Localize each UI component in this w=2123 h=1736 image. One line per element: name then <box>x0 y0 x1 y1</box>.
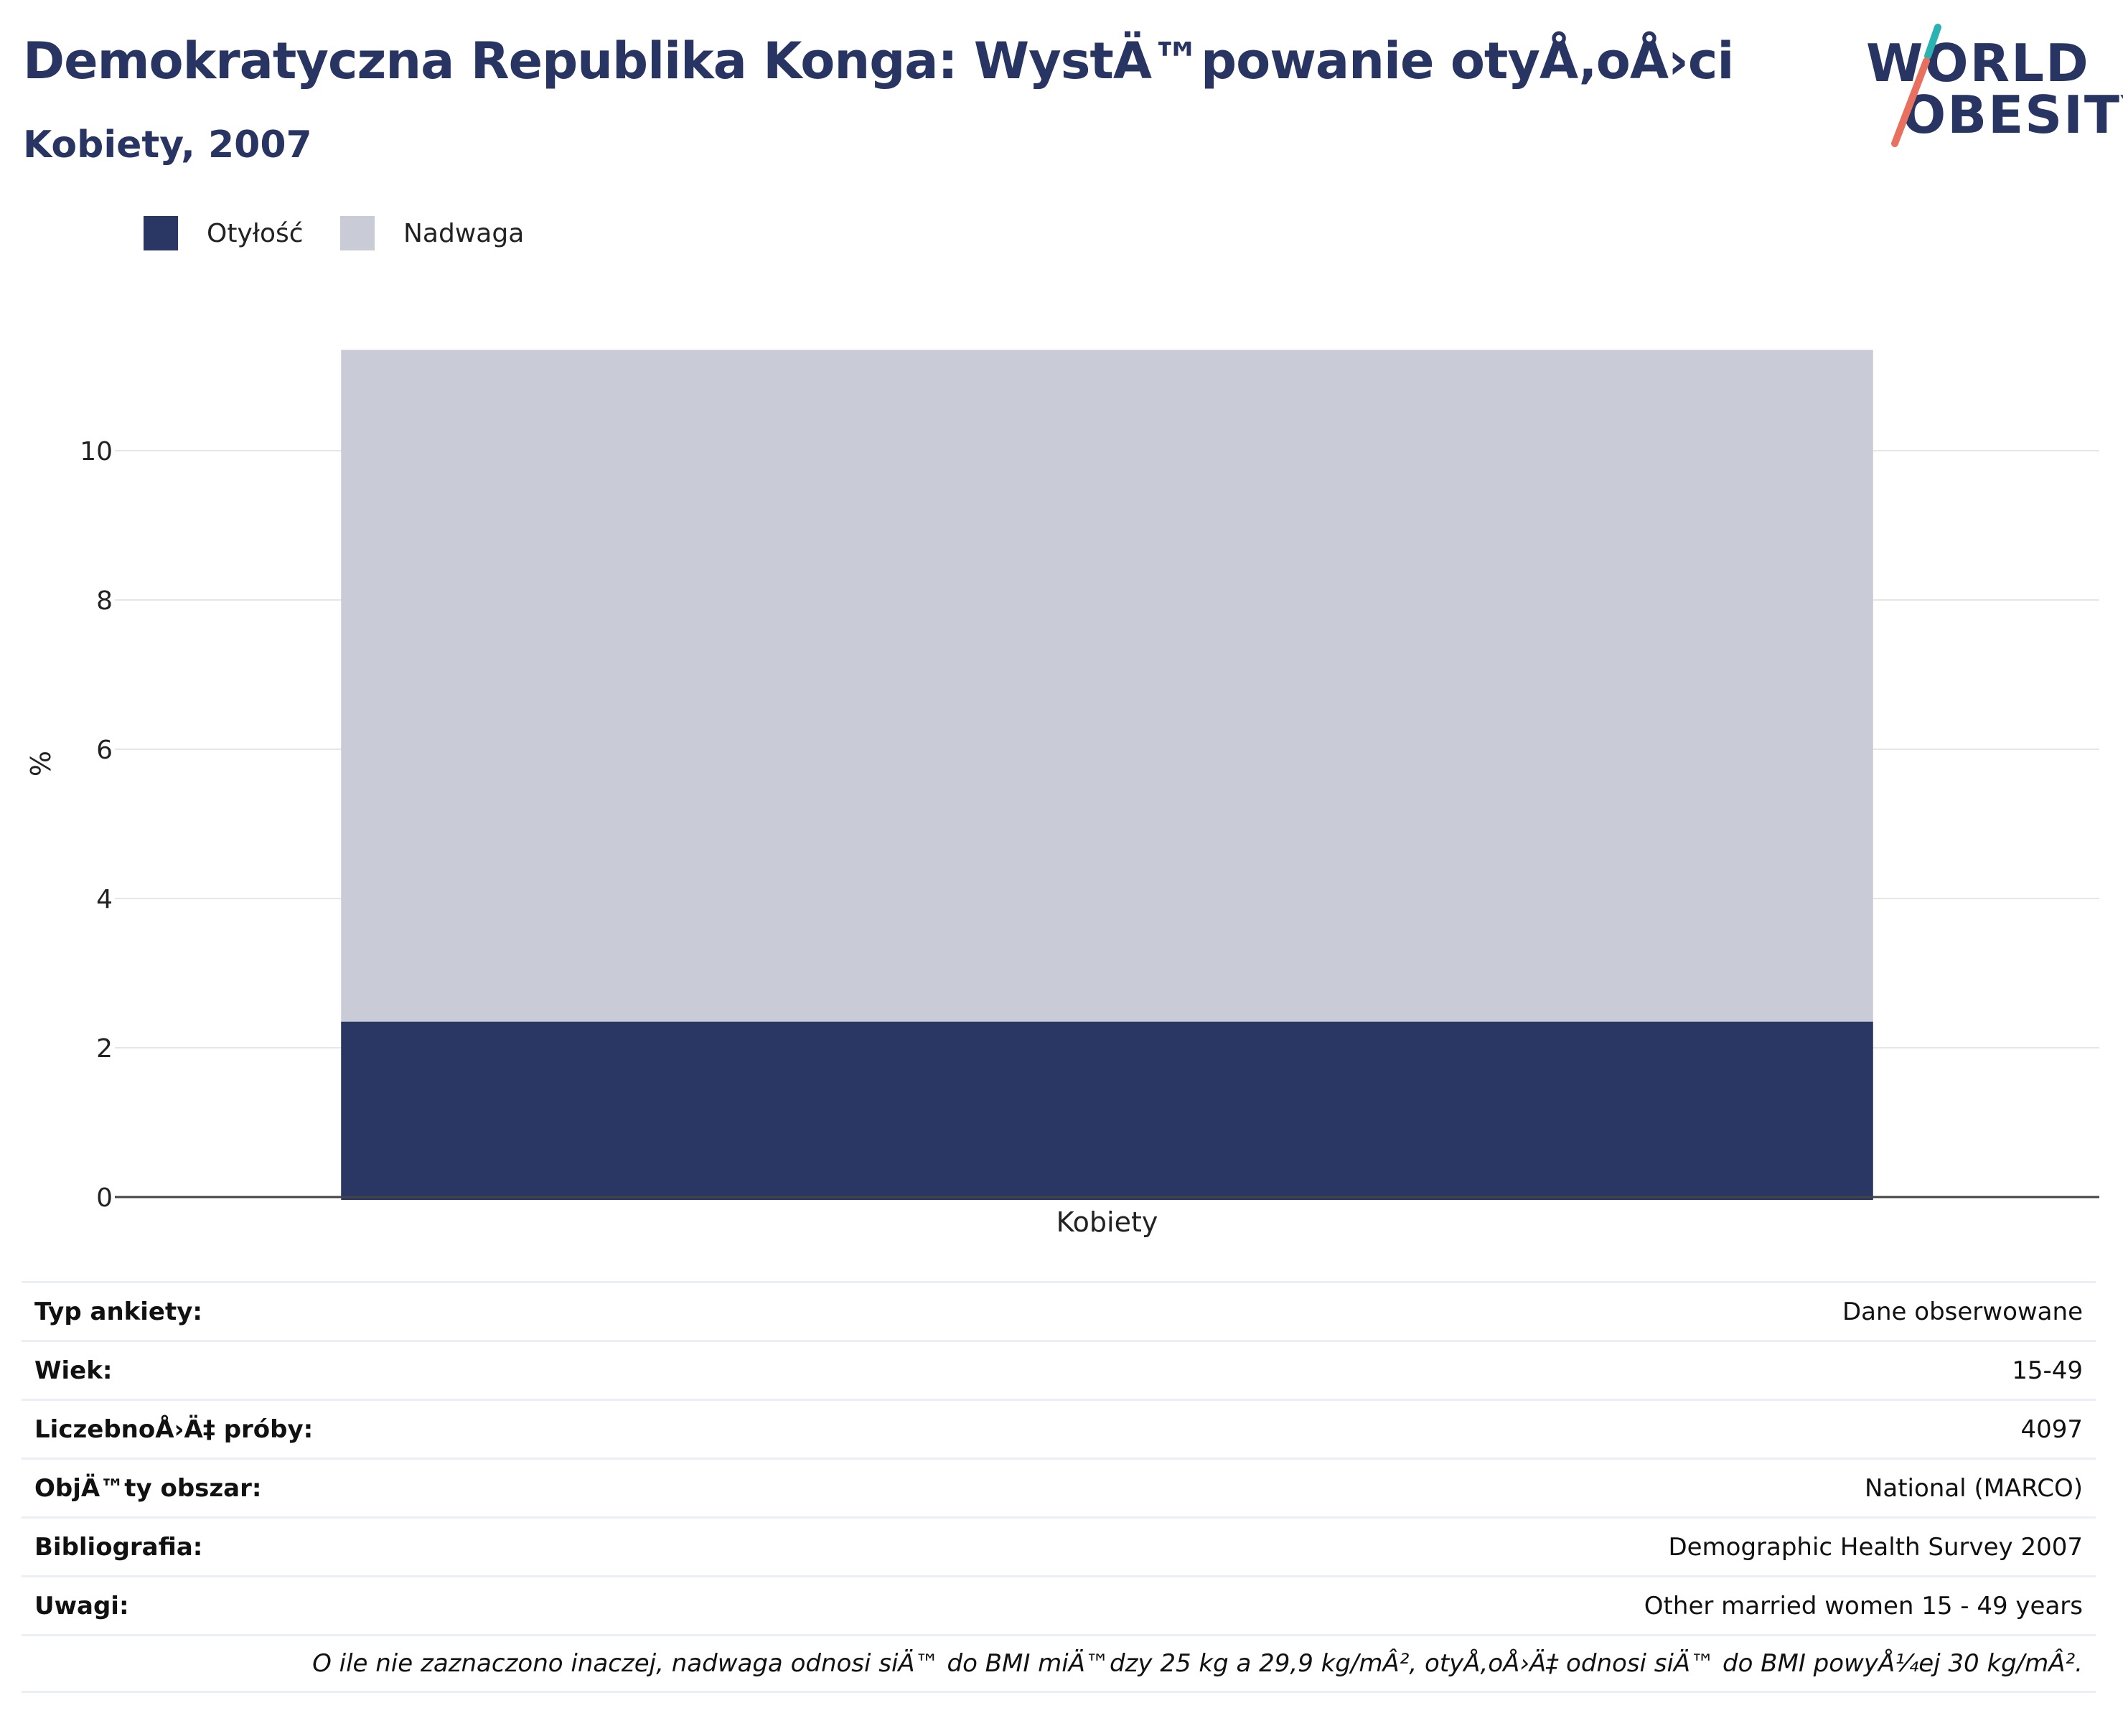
info-row-age: Wiek: 15-49 <box>22 1340 2096 1399</box>
y-tick-label: 0 <box>96 1183 113 1213</box>
chart-subtitle: Kobiety, 2007 <box>23 123 312 166</box>
info-value: Demographic Health Survey 2007 <box>1668 1532 2083 1562</box>
stacked-bar-chart: 0 2 4 6 8 10% Kobiety <box>25 349 2099 1238</box>
info-row-area-covered: ObjÄ™ty obszar: National (MARCO) <box>22 1458 2096 1516</box>
x-tick-label: Kobiety <box>1056 1206 1158 1238</box>
info-value: 15-49 <box>2012 1356 2083 1385</box>
info-label: Typ ankiety: <box>34 1297 202 1326</box>
logo-word-world: WORLD <box>1866 33 2090 93</box>
info-value: National (MARCO) <box>1864 1473 2083 1503</box>
info-row-bibliography: Bibliografia: Demographic Health Survey … <box>22 1516 2096 1575</box>
info-value: Other married women 15 - 49 years <box>1644 1591 2083 1620</box>
info-value: 4097 <box>2020 1414 2083 1444</box>
y-tick-label: 6 <box>96 736 113 765</box>
y-tick-label: 10 <box>80 437 113 466</box>
info-label: Wiek: <box>34 1356 113 1385</box>
logo-slash-icon <box>1891 24 1941 147</box>
legend-label-obesity: Otyłość <box>207 218 304 248</box>
bar-segment-overweight <box>341 349 1873 1022</box>
y-axis-label: % <box>25 751 57 776</box>
logo-word-obesity: OBESITY <box>1902 85 2123 145</box>
info-row-notes: Uwagi: Other married women 15 - 49 years <box>22 1575 2096 1634</box>
info-row-survey-type: Typ ankiety: Dane obserwowane <box>22 1281 2096 1340</box>
info-value: Dane obserwowane <box>1842 1297 2083 1326</box>
info-label: LiczebnoÅ›Ä‡ próby: <box>34 1414 314 1444</box>
y-tick-label: 2 <box>96 1034 113 1064</box>
info-label: Uwagi: <box>34 1591 129 1620</box>
survey-info-table: Typ ankiety: Dane obserwowane Wiek: 15-4… <box>22 1281 2096 1693</box>
chart-title: Demokratyczna Republika Konga: WystÄ™pow… <box>23 32 1734 90</box>
legend-item-overweight[interactable]: Nadwaga <box>340 215 524 251</box>
bar-segment-obesity <box>341 1021 1873 1200</box>
world-obesity-logo: WORLD OBESITY <box>1866 22 2123 151</box>
legend-swatch-overweight <box>340 216 375 250</box>
y-tick-label: 4 <box>96 885 113 914</box>
legend-label-overweight: Nadwaga <box>403 218 525 248</box>
info-label: Bibliografia: <box>34 1532 203 1562</box>
legend-item-obesity[interactable]: Otyłość <box>144 215 304 251</box>
legend-swatch-obesity <box>144 216 178 250</box>
info-row-sample-size: LiczebnoÅ›Ä‡ próby: 4097 <box>22 1399 2096 1458</box>
bmi-definition-note: O ile nie zaznaczono inaczej, nadwaga od… <box>22 1634 2096 1693</box>
info-label: ObjÄ™ty obszar: <box>34 1473 262 1503</box>
y-tick-label: 8 <box>96 586 113 616</box>
